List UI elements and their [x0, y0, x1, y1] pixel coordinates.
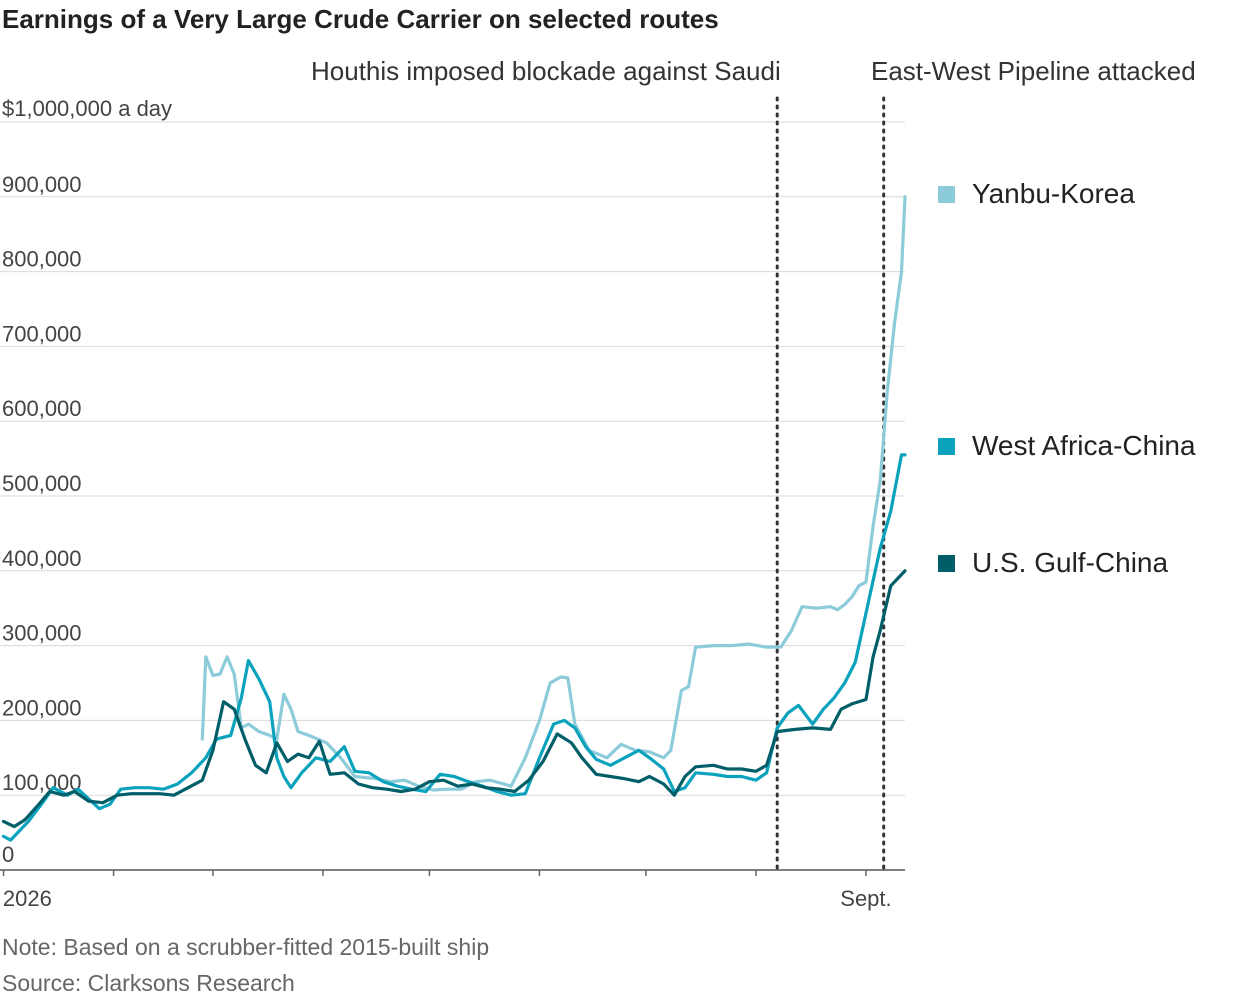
line-chart: 0 100,000 200,000 300,000 400,000 500,000 600,…: [0, 96, 907, 911]
y-tick-label: 100,000: [2, 770, 82, 795]
y-tick-label: 600,000: [2, 396, 82, 421]
legend-label: U.S. Gulf-China: [972, 547, 1169, 578]
legend-label: Yanbu-Korea: [972, 178, 1135, 209]
y-tick-label: 700,000: [2, 321, 82, 346]
legend-swatch: [938, 185, 955, 203]
annotation-pipeline-label: East-West Pipeline attacked: [871, 56, 1196, 86]
annotation-blockade-label: Houthis imposed blockade against Saudi: [311, 56, 781, 86]
legend-item-west-africa-china: West Africa-China: [938, 430, 1196, 462]
y-tick-label: 400,000: [2, 546, 82, 571]
y-tick-label: 800,000: [2, 247, 82, 272]
y-tick-label: 900,000: [2, 172, 82, 197]
x-tick-label: Jan. 2026: [0, 886, 52, 911]
y-tick-label: $1,000,000 a day: [2, 96, 172, 121]
source-note: Source: Clarksons Research: [2, 970, 295, 996]
legend-swatch: [938, 554, 955, 572]
legend-item-yanbu-korea: Yanbu-Korea: [938, 178, 1135, 210]
series-line-u-s-gulf-china: [1, 569, 907, 829]
legend-item-us-gulf-china: U.S. Gulf-China: [938, 547, 1168, 579]
y-tick-label: 300,000: [2, 621, 82, 646]
chart-title: Earnings of a Very Large Crude Carrier o…: [2, 4, 719, 34]
y-tick-label: 500,000: [2, 471, 82, 496]
series-line-yanbu-korea: [200, 195, 907, 792]
y-tick-label: 200,000: [2, 695, 82, 720]
legend-swatch: [938, 437, 955, 455]
legend-label: West Africa-China: [972, 430, 1196, 461]
footnote: Note: Based on a scrubber-fitted 2015-bu…: [2, 934, 490, 960]
x-tick-label: Sept.: [840, 886, 891, 911]
y-tick-label: 0: [2, 842, 14, 867]
